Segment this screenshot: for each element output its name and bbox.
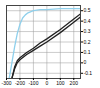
svg-text:0: 0 (84, 59, 87, 65)
svg-text:0.1: 0.1 (84, 49, 91, 55)
svg-text:200: 200 (70, 80, 79, 86)
svg-text:0.4: 0.4 (84, 18, 91, 24)
svg-text:-300: -300 (1, 80, 11, 86)
svg-text:-200: -200 (15, 80, 25, 86)
svg-text:100: 100 (56, 80, 65, 86)
svg-text:0.5: 0.5 (84, 7, 91, 13)
svg-text:0.3: 0.3 (84, 28, 91, 34)
svg-text:0.2: 0.2 (84, 39, 91, 45)
svg-text:-0.1: -0.1 (84, 70, 93, 76)
svg-text:0: 0 (45, 80, 48, 86)
svg-text:-100: -100 (28, 80, 38, 86)
